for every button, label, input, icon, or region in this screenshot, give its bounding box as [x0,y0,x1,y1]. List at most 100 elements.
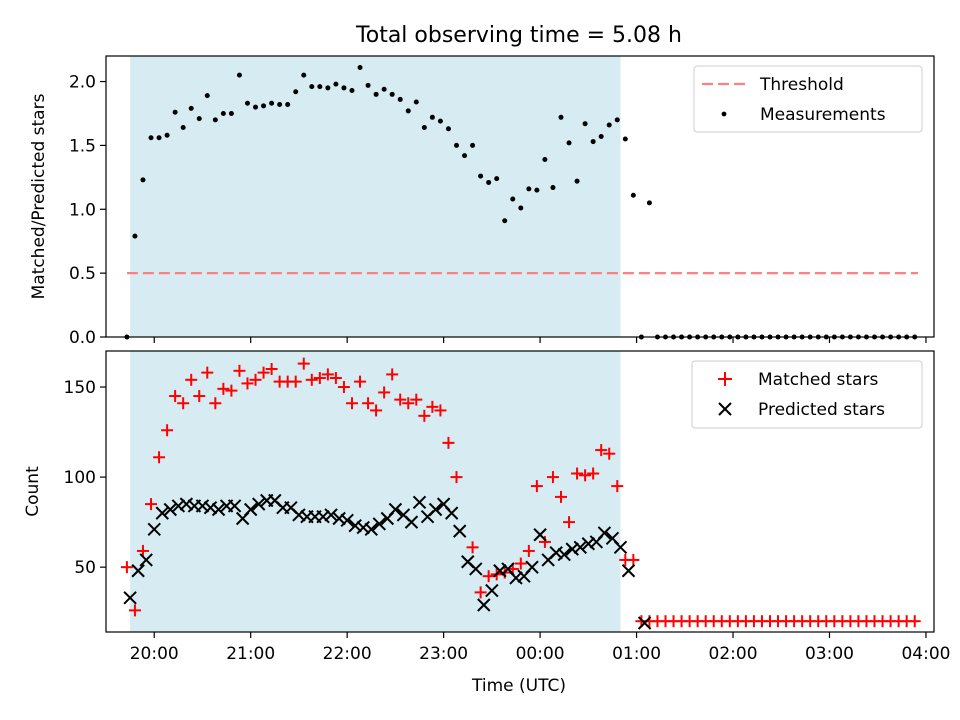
predicted-star-point [147,522,161,537]
measurement-point [164,132,170,138]
matched-star-point [394,393,407,406]
matched-star-point [402,397,415,410]
matched-star-point [362,397,375,410]
bottom-y-tick-label: 150 [64,378,96,398]
top-legend-box [693,65,923,133]
matched-star-point [321,368,334,381]
x-tick-label: 03:00 [805,644,854,664]
matched-star-point [466,541,479,554]
matched-star-point [426,400,439,413]
measurement-point [550,185,556,191]
predicted-star-point [171,499,186,513]
predicted-star-point [195,499,210,513]
legend-threshold-label: Threshold [759,75,844,95]
measurement-point [630,192,636,198]
matched-star-point [201,366,214,379]
x-tick-label: 04:00 [901,644,950,664]
top-observing-window-shade [130,56,621,337]
matched-star-point [603,447,616,460]
chart-title: Total observing time = 5.08 h [355,23,682,48]
measurement-point [622,136,628,142]
top-y-tick-label: 1.0 [69,200,96,220]
predicted-star-point [525,560,539,574]
measurement-point [277,102,283,108]
predicted-star-point [292,508,306,522]
predicted-star-point [493,564,507,578]
bottom-legend-box [691,360,923,429]
measurement-point [574,178,580,184]
legend-measurements-swatch [721,111,727,117]
x-tick-label: 21:00 [226,644,275,664]
matched-star-point [209,397,222,410]
predicted-star-point [509,571,523,585]
measurement-point [204,93,210,99]
measurement-point [244,100,250,106]
matched-star-point [530,480,543,493]
matched-star-point [233,364,246,377]
measurement-point [309,84,315,90]
bottom-y-tick-label: 100 [64,468,96,488]
matched-star-point [289,375,302,388]
measurement-point [478,173,484,179]
measurement-point [373,91,379,97]
measurement-point [180,125,186,131]
predicted-star-point [485,583,499,598]
predicted-star-point [621,564,636,578]
predicted-star-point [404,515,419,529]
measurement-point [518,205,524,211]
top-y-tick-label: 2.0 [69,73,96,93]
measurement-point [405,108,411,114]
predicted-star-point [477,598,491,612]
measurement-point [228,110,234,116]
matched-star-point [169,390,182,403]
matched-star-point [410,393,423,406]
top-y-tick-label: 1.5 [69,136,96,156]
predicted-star-point [565,542,579,556]
predicted-star-point [163,502,178,517]
predicted-star-point [139,553,153,567]
matched-star-point [136,544,149,557]
matched-star-point [217,382,230,395]
matched-star-point [474,586,487,599]
x-axis-label: Time (UTC) [471,676,566,696]
matched-star-point [354,375,367,388]
predicted-star-point [324,508,338,522]
predicted-star-point [179,497,194,511]
predicted-star-point [444,506,459,520]
matched-star-point [579,469,592,482]
x-tick-label: 01:00 [612,644,661,664]
measurement-point [357,64,363,70]
measurement-point [148,135,154,141]
predicted-star-point [364,522,378,537]
matched-star-point [538,535,551,548]
measurement-point [534,187,540,193]
matched-star-point [546,471,559,484]
measurement-point [429,114,435,120]
measurement-point [269,100,275,106]
measurement-point [156,135,162,141]
predicted-star-point [372,517,387,531]
measurement-point [172,109,178,115]
predicted-star-point [412,495,427,510]
top-y-tick-label: 0.5 [69,264,96,284]
predicted-star-point [637,616,652,630]
matched-star-point [305,373,318,386]
measurement-point [598,133,604,139]
predicted-star-point [332,511,346,526]
matched-star-point [378,386,391,399]
measurement-point [502,218,508,224]
measurement-point [253,104,259,110]
matched-star-point [257,366,270,379]
measurement-point [470,142,476,148]
matched-star-point [442,436,455,449]
matched-star-point [161,424,174,437]
predicted-star-point [581,537,596,551]
measurement-point [494,176,500,182]
measurement-point [397,96,403,102]
predicted-star-point [155,506,169,520]
predicted-star-point [469,562,483,576]
matched-star-point [145,498,158,511]
bottom-legend: Matched stars Predicted stars [691,360,923,429]
measurement-point [132,233,138,239]
